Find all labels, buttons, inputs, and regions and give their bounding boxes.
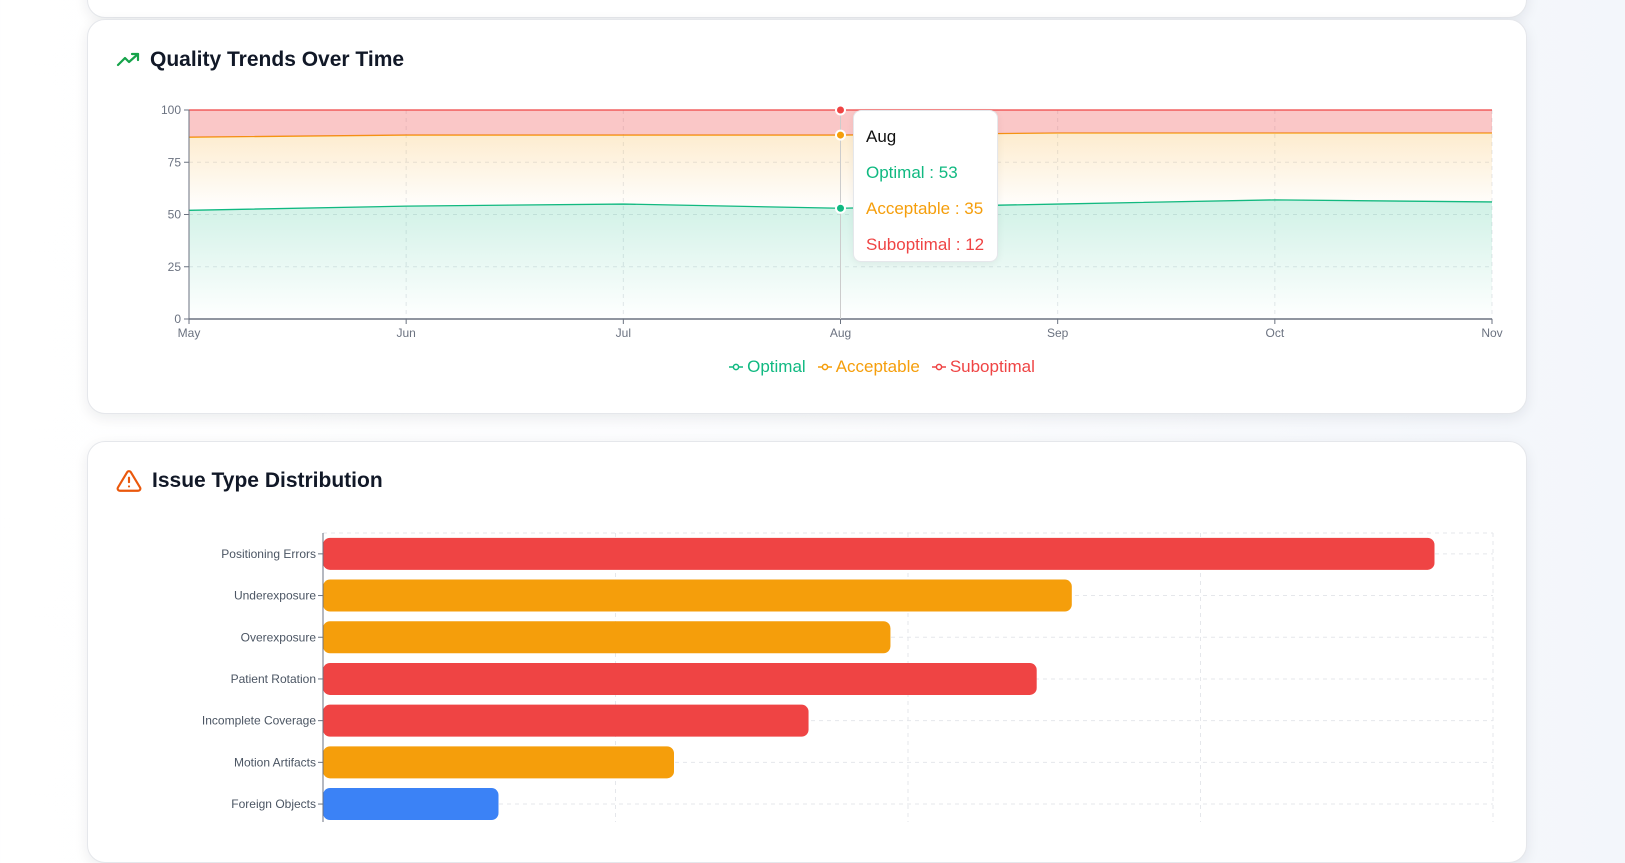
trending-up-icon <box>116 52 140 67</box>
y-tick-label: 75 <box>168 155 182 169</box>
bar-underexposure <box>323 579 1072 612</box>
quality-trends-card: Quality Trends Over Time 0 25 50 75 100 May Ju… <box>87 19 1527 414</box>
legend-line-icon <box>931 363 946 371</box>
legend-item-suboptimal[interactable]: Suboptimal <box>931 357 1035 377</box>
bar-positioning-errors <box>323 537 1435 570</box>
legend-line-icon <box>729 363 744 371</box>
active-dot-acceptable <box>835 129 846 141</box>
chart-legend: Optimal Acceptable Suboptimal <box>88 357 1526 377</box>
y-tick-label: 0 <box>174 312 181 326</box>
issue-distribution-card: Issue Type Distribution Positioning Erro… <box>87 441 1527 863</box>
category-label: Foreign Objects <box>231 797 316 811</box>
x-tick-label: May <box>178 326 201 340</box>
issue-distribution-title: Issue Type Distribution <box>116 468 383 494</box>
category-label: Patient Rotation <box>231 672 316 686</box>
category-label: Motion Artifacts <box>234 755 316 769</box>
legend-item-acceptable[interactable]: Acceptable <box>817 357 920 377</box>
category-label: Incomplete Coverage <box>202 714 316 728</box>
bar-foreign-objects <box>323 788 499 821</box>
legend-label: Suboptimal <box>949 357 1035 376</box>
chart-tooltip: Aug Optimal : 53 Acceptable : 35 Subopti… <box>853 110 998 262</box>
active-dot-suboptimal <box>835 104 846 116</box>
quality-trends-title-text: Quality Trends Over Time <box>150 48 405 71</box>
previous-card <box>87 0 1527 18</box>
y-tick-label: 100 <box>161 103 181 117</box>
bar-motion-artifacts <box>323 746 674 779</box>
x-tick-label: Nov <box>1481 326 1502 340</box>
x-tick-label: Oct <box>1265 326 1284 340</box>
bar-incomplete-coverage <box>323 704 809 737</box>
x-tick-label: Jun <box>396 326 415 340</box>
category-label: Overexposure <box>241 630 317 644</box>
tooltip-suboptimal: Suboptimal : 12 <box>866 235 985 254</box>
tooltip-optimal: Optimal : 53 <box>866 163 958 182</box>
quality-trends-title: Quality Trends Over Time <box>116 48 404 72</box>
bar-overexposure <box>323 621 891 654</box>
legend-label: Acceptable <box>835 357 920 376</box>
tooltip-label: Aug <box>866 127 897 146</box>
y-tick-label: 50 <box>168 208 182 222</box>
legend-label: Optimal <box>747 357 806 376</box>
issue-distribution-chart: Positioning Errors Underexposure Overexpos… <box>202 532 1494 822</box>
y-tick-label: 25 <box>168 260 182 274</box>
warning-triangle-icon <box>116 470 142 492</box>
legend-line-icon <box>817 363 832 371</box>
x-tick-label: Sep <box>1047 326 1069 340</box>
category-label: Positioning Errors <box>221 547 316 561</box>
legend-item-optimal[interactable]: Optimal <box>729 357 806 377</box>
bar-patient-rotation <box>323 662 1037 695</box>
category-label: Underexposure <box>234 589 316 603</box>
x-tick-label: Jul <box>616 326 631 340</box>
tooltip-acceptable: Acceptable : 35 <box>866 199 984 218</box>
issue-distribution-title-text: Issue Type Distribution <box>152 469 383 492</box>
active-dot-optimal <box>835 202 846 214</box>
quality-trends-chart[interactable]: 0 25 50 75 100 May Jun Jul Aug Sep Oct Nov <box>88 20 1526 350</box>
x-tick-label: Aug <box>830 326 851 340</box>
